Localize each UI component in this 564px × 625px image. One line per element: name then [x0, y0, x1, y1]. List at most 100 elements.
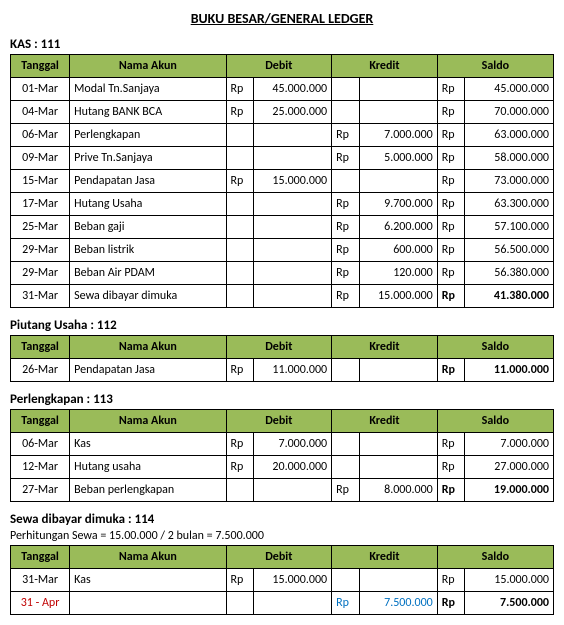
cell-nama-akun: Pendapatan Jasa — [70, 170, 226, 193]
section-label: Sewa dibayar dimuka : 114 — [10, 512, 554, 527]
table-row: 01-MarModal Tn.SanjayaRp45.000.000Rp45.0… — [11, 78, 554, 101]
cell-kredit-rp: Rp — [332, 592, 359, 615]
cell-debit-val — [253, 239, 331, 262]
page-title: BUKU BESAR/GENERAL LEDGER — [10, 10, 554, 27]
cell-saldo-val: 63.000.000 — [465, 124, 554, 147]
cell-debit-rp — [226, 479, 253, 502]
cell-debit-val: 25.000.000 — [253, 101, 331, 124]
cell-nama-akun: Kas — [70, 569, 226, 592]
cell-kredit-val — [359, 359, 437, 382]
cell-saldo-rp: Rp — [437, 569, 464, 592]
cell-saldo-val: 63.300.000 — [465, 193, 554, 216]
cell-nama-akun: Beban listrik — [70, 239, 226, 262]
cell-debit-rp: Rp — [226, 101, 253, 124]
col-nama-akun: Nama Akun — [70, 55, 226, 78]
col-saldo: Saldo — [437, 546, 553, 569]
cell-kredit-val: 15.000.000 — [359, 285, 437, 308]
cell-tanggal: 29-Mar — [11, 239, 70, 262]
cell-saldo-val: 41.380.000 — [465, 285, 554, 308]
cell-saldo-val: 45.000.000 — [465, 78, 554, 101]
col-kredit: Kredit — [332, 336, 438, 359]
table-row: 29-MarBeban listrikRp600.000Rp56.500.000 — [11, 239, 554, 262]
cell-tanggal: 17-Mar — [11, 193, 70, 216]
cell-nama-akun: Beban Air PDAM — [70, 262, 226, 285]
cell-saldo-val: 56.380.000 — [465, 262, 554, 285]
table-row: 31 - AprRp7.500.000Rp7.500.000 — [11, 592, 554, 615]
cell-nama-akun: Modal Tn.Sanjaya — [70, 78, 226, 101]
cell-tanggal: 15-Mar — [11, 170, 70, 193]
cell-kredit-rp — [332, 170, 359, 193]
ledger-table: TanggalNama AkunDebitKreditSaldo 31-MarKa… — [10, 545, 554, 615]
cell-kredit-rp — [332, 101, 359, 124]
col-kredit: Kredit — [332, 546, 438, 569]
cell-saldo-val: 15.000.000 — [465, 569, 554, 592]
cell-kredit-val — [359, 78, 437, 101]
table-row: 25-MarBeban gajiRp6.200.000Rp57.100.000 — [11, 216, 554, 239]
cell-tanggal: 27-Mar — [11, 479, 70, 502]
col-tanggal: Tanggal — [11, 410, 70, 433]
cell-saldo-rp: Rp — [437, 170, 464, 193]
cell-saldo-rp: Rp — [437, 285, 464, 308]
cell-kredit-rp — [332, 78, 359, 101]
cell-nama-akun: Perlengkapan — [70, 124, 226, 147]
col-tanggal: Tanggal — [11, 546, 70, 569]
col-kredit: Kredit — [332, 410, 438, 433]
section-label: Perlengkapan : 113 — [10, 392, 554, 407]
cell-tanggal: 04-Mar — [11, 101, 70, 124]
cell-tanggal: 31-Mar — [11, 285, 70, 308]
cell-kredit-val: 7.000.000 — [359, 124, 437, 147]
cell-saldo-rp: Rp — [437, 216, 464, 239]
cell-kredit-val — [359, 101, 437, 124]
ledger-table: TanggalNama AkunDebitKreditSaldo06-MarKa… — [10, 409, 554, 502]
cell-saldo-rp: Rp — [437, 124, 464, 147]
cell-saldo-rp: Rp — [437, 193, 464, 216]
col-saldo: Saldo — [437, 336, 553, 359]
cell-saldo-rp: Rp — [437, 456, 464, 479]
table-row: 12-MarHutang usahaRp20.000.000Rp27.000.0… — [11, 456, 554, 479]
cell-debit-rp — [226, 592, 253, 615]
cell-saldo-val: 56.500.000 — [465, 239, 554, 262]
col-tanggal: Tanggal — [11, 336, 70, 359]
cell-tanggal: 31-Mar — [11, 569, 70, 592]
col-nama-akun: Nama Akun — [70, 546, 226, 569]
cell-debit-val — [253, 147, 331, 170]
col-debit: Debit — [226, 410, 332, 433]
cell-saldo-val: 73.000.000 — [465, 170, 554, 193]
cell-kredit-val: 9.700.000 — [359, 193, 437, 216]
cell-nama-akun: Pendapatan Jasa — [70, 359, 226, 382]
table-row: 15-MarPendapatan JasaRp15.000.000Rp73.00… — [11, 170, 554, 193]
cell-debit-val — [253, 479, 331, 502]
cell-debit-val: 11.000.000 — [253, 359, 331, 382]
cell-saldo-rp: Rp — [437, 262, 464, 285]
cell-debit-val: 45.000.000 — [253, 78, 331, 101]
cell-kredit-val: 7.500.000 — [359, 592, 437, 615]
cell-kredit-val — [359, 170, 437, 193]
col-saldo: Saldo — [437, 55, 553, 78]
col-nama-akun: Nama Akun — [70, 336, 226, 359]
cell-debit-rp: Rp — [226, 78, 253, 101]
col-debit: Debit — [226, 546, 332, 569]
cell-debit-val: 7.000.000 — [253, 433, 331, 456]
cell-nama-akun: Prive Tn.Sanjaya — [70, 147, 226, 170]
cell-kredit-rp: Rp — [332, 262, 359, 285]
cell-debit-rp — [226, 124, 253, 147]
table-row: 04-MarHutang BANK BCARp25.000.000Rp70.00… — [11, 101, 554, 124]
table-row: 26-MarPendapatan JasaRp11.000.000Rp11.00… — [11, 359, 554, 382]
cell-saldo-val: 27.000.000 — [465, 456, 554, 479]
cell-debit-val — [253, 285, 331, 308]
cell-debit-rp: Rp — [226, 359, 253, 382]
cell-kredit-rp — [332, 433, 359, 456]
cell-nama-akun: Kas — [70, 433, 226, 456]
cell-saldo-rp: Rp — [437, 479, 464, 502]
cell-debit-rp — [226, 147, 253, 170]
cell-kredit-rp: Rp — [332, 239, 359, 262]
cell-saldo-rp: Rp — [437, 433, 464, 456]
table-row: 29-MarBeban Air PDAMRp120.000Rp56.380.00… — [11, 262, 554, 285]
cell-tanggal: 01-Mar — [11, 78, 70, 101]
col-debit: Debit — [226, 336, 332, 359]
cell-saldo-val: 19.000.000 — [465, 479, 554, 502]
cell-kredit-rp: Rp — [332, 216, 359, 239]
cell-kredit-val — [359, 569, 437, 592]
col-saldo: Saldo — [437, 410, 553, 433]
cell-kredit-rp: Rp — [332, 147, 359, 170]
